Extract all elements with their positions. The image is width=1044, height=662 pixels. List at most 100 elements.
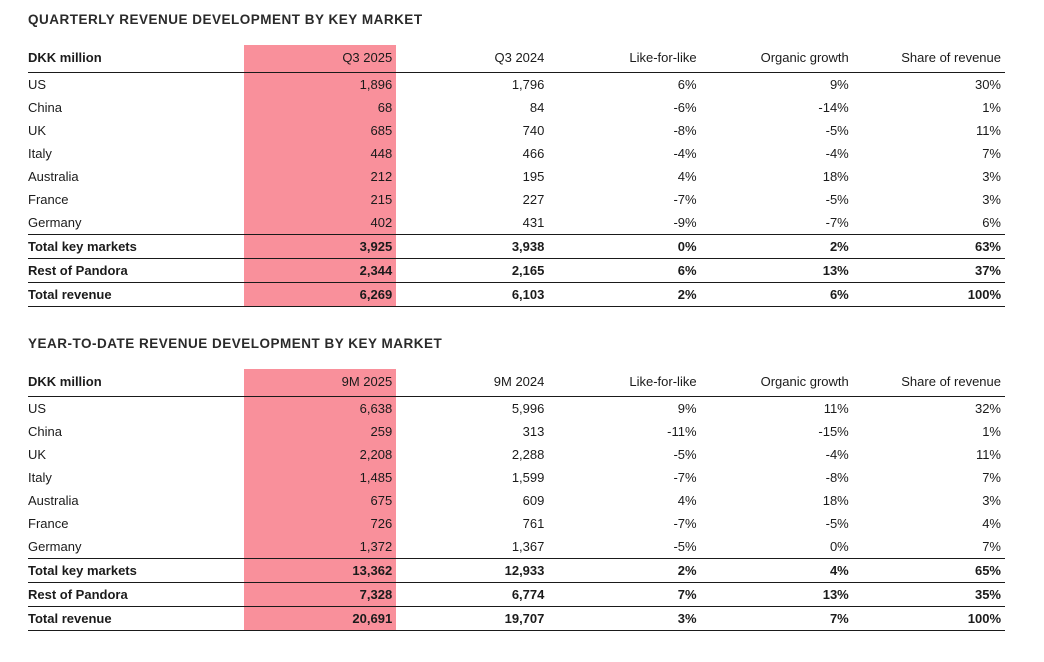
cell-value: 3,938 xyxy=(396,234,549,259)
ytd-revenue-section: YEAR-TO-DATE REVENUE DEVELOPMENT BY KEY … xyxy=(28,336,1005,631)
column-header: Like-for-like xyxy=(548,45,701,73)
cell-value: -9% xyxy=(673,215,697,230)
unit-header: DKK million xyxy=(28,369,244,397)
row-label: Rest of Pandora xyxy=(28,258,244,283)
cell-value: -15% xyxy=(818,424,849,439)
cell-value: 5,996 xyxy=(511,401,545,416)
quarterly-revenue-table: DKK million Q3 2025 Q3 2024 Like-for-like Or… xyxy=(28,45,1005,307)
table-row: Italy 448 466 -4% -4% 7% xyxy=(28,142,1005,165)
cell-value: -5% xyxy=(825,516,849,531)
total-row: Rest of Pandora 7,328 6,774 7% 13% 35% xyxy=(28,582,1005,607)
row-label: UK xyxy=(28,123,47,138)
total-row: Total key markets 3,925 3,938 0% 2% 63% xyxy=(28,234,1005,259)
cell-value: 65% xyxy=(852,558,1005,583)
cell-value: 227 xyxy=(522,192,545,207)
cell-value: -14% xyxy=(818,100,849,115)
cell-value: 195 xyxy=(522,169,545,184)
cell-value: 2,165 xyxy=(396,258,549,283)
cell-value: 32% xyxy=(974,401,1001,416)
cell-value: 7% xyxy=(982,470,1001,485)
cell-value: 3% xyxy=(982,169,1001,184)
cell-value: 313 xyxy=(522,424,545,439)
table-row: UK 2,208 2,288 -5% -4% 11% xyxy=(28,443,1005,466)
row-label: China xyxy=(28,100,62,115)
cell-value: 1,796 xyxy=(511,77,545,92)
cell-value: 726 xyxy=(244,512,397,535)
cell-value: 1% xyxy=(982,100,1001,115)
cell-value: 0% xyxy=(829,539,849,554)
header-row: DKK million Q3 2025 Q3 2024 Like-for-like Or… xyxy=(28,45,1005,73)
table-row: Italy 1,485 1,599 -7% -8% 7% xyxy=(28,466,1005,489)
row-label: Total key markets xyxy=(28,558,244,583)
cell-value: 37% xyxy=(852,258,1005,283)
cell-value: 19,707 xyxy=(396,606,549,631)
row-label: Italy xyxy=(28,470,52,485)
cell-value: -8% xyxy=(673,123,697,138)
cell-value: 11% xyxy=(975,447,1001,462)
cell-value: 3% xyxy=(982,493,1001,508)
cell-value: 1,367 xyxy=(511,539,545,554)
row-label: US xyxy=(28,77,47,92)
cell-value: 609 xyxy=(522,493,545,508)
cell-value: 2% xyxy=(548,282,701,307)
cell-value: 448 xyxy=(244,142,397,165)
cell-value: 4% xyxy=(982,516,1001,531)
quarterly-revenue-section: QUARTERLY REVENUE DEVELOPMENT BY KEY MAR… xyxy=(28,12,1005,307)
table-row: Australia 675 609 4% 18% 3% xyxy=(28,489,1005,512)
cell-value: 761 xyxy=(522,516,545,531)
cell-value: 2% xyxy=(548,558,701,583)
cell-value: 1,896 xyxy=(244,72,397,96)
cell-value: -4% xyxy=(673,146,697,161)
cell-value: 13% xyxy=(700,582,853,607)
cell-value: -5% xyxy=(673,447,697,462)
cell-value: 6% xyxy=(677,77,697,92)
cell-value: 1,599 xyxy=(511,470,545,485)
table-row: China 259 313 -11% -15% 1% xyxy=(28,420,1005,443)
cell-value: 3% xyxy=(982,192,1001,207)
total-row: Total key markets 13,362 12,933 2% 4% 65% xyxy=(28,558,1005,583)
row-label: Total key markets xyxy=(28,234,244,259)
cell-value: 11% xyxy=(823,401,849,416)
cell-value: 6,103 xyxy=(396,282,549,307)
cell-value: 4% xyxy=(677,169,697,184)
table-row: UK 685 740 -8% -5% 11% xyxy=(28,119,1005,142)
cell-value: 12,933 xyxy=(396,558,549,583)
cell-value: 13% xyxy=(700,258,853,283)
cell-value: 402 xyxy=(244,211,397,235)
cell-value: 63% xyxy=(852,234,1005,259)
cell-value: 3% xyxy=(548,606,701,631)
ytd-revenue-table: DKK million 9M 2025 9M 2024 Like-for-like Or… xyxy=(28,369,1005,631)
cell-value: 212 xyxy=(244,165,397,188)
report-page: QUARTERLY REVENUE DEVELOPMENT BY KEY MAR… xyxy=(28,12,1005,631)
cell-value: -7% xyxy=(825,215,849,230)
cell-value: 7% xyxy=(982,539,1001,554)
cell-value: 6,774 xyxy=(396,582,549,607)
column-header: 9M 2025 xyxy=(244,369,397,397)
cell-value: -11% xyxy=(667,424,697,439)
table-row: Australia 212 195 4% 18% 3% xyxy=(28,165,1005,188)
cell-value: 685 xyxy=(244,119,397,142)
table-row: Germany 402 431 -9% -7% 6% xyxy=(28,211,1005,235)
cell-value: 1% xyxy=(982,424,1001,439)
table-row: Germany 1,372 1,367 -5% 0% 7% xyxy=(28,535,1005,559)
cell-value: -4% xyxy=(825,146,849,161)
cell-value: 1,372 xyxy=(244,535,397,559)
table-row: China 68 84 -6% -14% 1% xyxy=(28,96,1005,119)
cell-value: 7,328 xyxy=(244,582,397,607)
cell-value: 35% xyxy=(852,582,1005,607)
total-row: Total revenue 20,691 19,707 3% 7% 100% xyxy=(28,606,1005,631)
cell-value: 259 xyxy=(244,420,397,443)
total-row: Rest of Pandora 2,344 2,165 6% 13% 37% xyxy=(28,258,1005,283)
row-label: Australia xyxy=(28,169,79,184)
row-label: France xyxy=(28,516,69,531)
cell-value: 431 xyxy=(522,215,545,230)
cell-value: 7% xyxy=(700,606,853,631)
row-label: UK xyxy=(28,447,47,462)
column-header: Q3 2025 xyxy=(244,45,397,73)
cell-value: -8% xyxy=(825,470,849,485)
cell-value: 675 xyxy=(244,489,397,512)
cell-value: 1,485 xyxy=(244,466,397,489)
cell-value: -5% xyxy=(673,539,697,554)
row-label: US xyxy=(28,401,47,416)
cell-value: 7% xyxy=(548,582,701,607)
